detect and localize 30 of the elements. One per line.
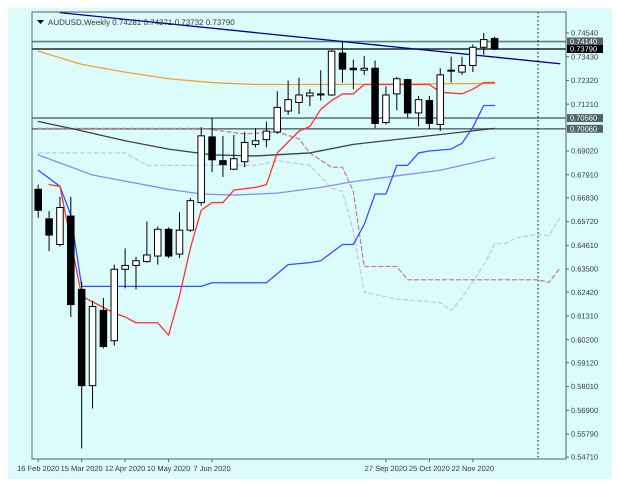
candlestick — [447, 56, 455, 84]
candlestick — [414, 95, 422, 127]
line-series — [38, 104, 496, 288]
line-series — [38, 120, 496, 157]
candlestick — [426, 95, 434, 130]
candlestick — [34, 184, 42, 218]
line-series — [48, 82, 496, 336]
candlestick — [132, 256, 140, 290]
candlestick — [230, 134, 238, 171]
candlestick — [176, 212, 184, 258]
candlestick — [208, 117, 216, 173]
candlestick — [458, 56, 466, 76]
candlestick — [350, 59, 358, 90]
candlestick — [316, 70, 324, 102]
candlestick — [121, 248, 129, 289]
candlestick — [45, 210, 53, 252]
candlestick — [252, 128, 260, 148]
candlestick — [284, 80, 292, 116]
candlestick — [262, 121, 270, 148]
candlestick — [143, 221, 151, 264]
line-series — [38, 50, 496, 86]
candlestick — [219, 135, 227, 178]
line-series — [38, 128, 560, 284]
candlestick — [393, 76, 401, 111]
candlestick — [240, 131, 248, 168]
candlestick — [306, 88, 314, 107]
candlestick — [360, 55, 368, 76]
candlestick — [295, 77, 303, 115]
line-series — [38, 152, 560, 312]
line-series — [38, 154, 496, 196]
